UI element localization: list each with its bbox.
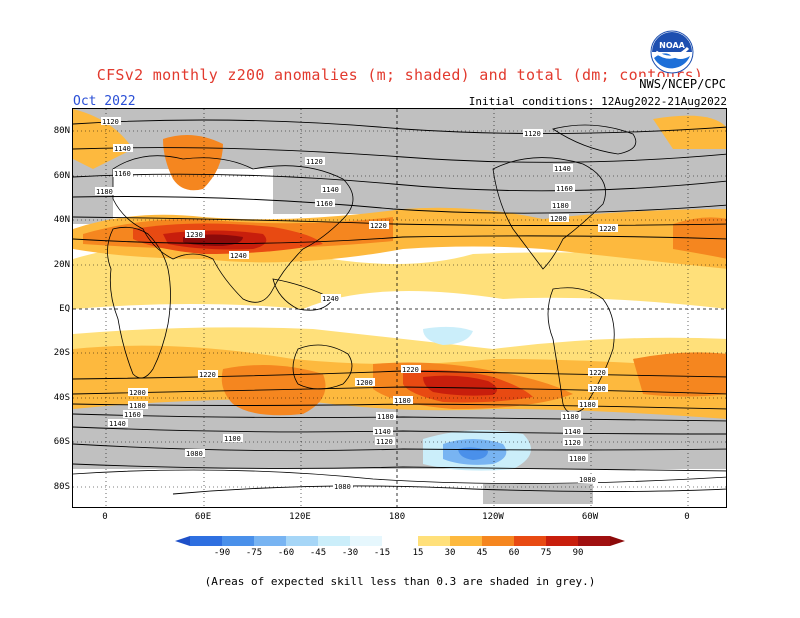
svg-text:1160: 1160	[316, 200, 333, 208]
svg-text:1160: 1160	[114, 170, 131, 178]
colorbar-tick: -60	[277, 548, 295, 558]
colorbar-tick: -75	[245, 548, 263, 558]
low-skill-region	[468, 139, 726, 219]
svg-text:1180: 1180	[377, 413, 394, 421]
lat-label: EQ	[59, 304, 70, 314]
svg-text:1220: 1220	[370, 222, 387, 230]
svg-text:1140: 1140	[564, 428, 581, 436]
svg-text:1180: 1180	[129, 402, 146, 410]
initial-conditions: Initial conditions: 12Aug2022-21Aug2022	[468, 95, 727, 108]
svg-text:1180: 1180	[394, 397, 411, 405]
low-skill-region	[483, 484, 593, 504]
anomaly-neg-15-30	[423, 326, 473, 345]
anomaly-45-60	[633, 352, 726, 397]
svg-text:1080: 1080	[334, 483, 351, 491]
colorbar-tick: 15	[412, 548, 424, 558]
svg-text:1140: 1140	[322, 186, 339, 194]
svg-text:1180: 1180	[96, 188, 113, 196]
colorbar-tick: 45	[476, 548, 488, 558]
svg-text:1240: 1240	[230, 252, 247, 260]
svg-text:1220: 1220	[599, 225, 616, 233]
svg-text:1080: 1080	[579, 476, 596, 484]
chart-title: CFSv2 monthly z200 anomalies (m; shaded)…	[96, 66, 704, 84]
svg-text:1230: 1230	[186, 231, 203, 239]
anomaly-neg-45-60	[458, 447, 488, 460]
svg-text:1120: 1120	[102, 118, 119, 126]
noaa-logo-icon: NOAA	[650, 30, 694, 74]
lon-label: 60E	[194, 512, 212, 522]
svg-text:1220: 1220	[199, 371, 216, 379]
skill-footnote: (Areas of expected skill less than 0.3 a…	[204, 575, 596, 588]
svg-text:1120: 1120	[376, 438, 393, 446]
lon-label: 120E	[289, 512, 311, 522]
lat-label: 20S	[53, 348, 70, 358]
low-skill-region	[273, 169, 473, 214]
svg-text:1140: 1140	[114, 145, 131, 153]
coastlines	[73, 124, 726, 484]
lat-label: 40N	[53, 215, 70, 225]
svg-text:1100: 1100	[569, 455, 586, 463]
colorbar-arrow-right	[610, 536, 625, 546]
svg-text:1200: 1200	[550, 215, 567, 223]
colorbar-tick: 30	[444, 548, 456, 558]
svg-text:1120: 1120	[524, 130, 541, 138]
anomaly-map: 1120 1140 1120 1120 1160 1180 1140 1160 …	[72, 108, 727, 508]
lat-label: 20N	[53, 260, 70, 270]
anomaly-75-90	[423, 375, 497, 396]
svg-text:1240: 1240	[322, 295, 339, 303]
colorbar-tick: 90	[572, 548, 584, 558]
logo-text: NOAA	[659, 41, 685, 50]
svg-text:1140: 1140	[374, 428, 391, 436]
svg-text:1140: 1140	[109, 420, 126, 428]
svg-text:1160: 1160	[556, 185, 573, 193]
lat-label: 80N	[53, 126, 70, 136]
lat-label: 40S	[53, 393, 70, 403]
colorbar	[175, 536, 625, 546]
equator-dateline	[73, 109, 726, 507]
svg-text:1120: 1120	[306, 158, 323, 166]
contour-labels: 1120 1140 1120 1120 1160 1180 1140 1160 …	[95, 117, 618, 491]
svg-text:1200: 1200	[589, 385, 606, 393]
anomaly-30-45	[653, 115, 726, 149]
colorbar-tick: -90	[213, 548, 231, 558]
lat-label: 60N	[53, 171, 70, 181]
svg-text:1180: 1180	[552, 202, 569, 210]
lon-label: 0	[684, 512, 690, 522]
colorbar-tick: -45	[309, 548, 327, 558]
lat-label: 60S	[53, 437, 70, 447]
svg-text:1080: 1080	[186, 450, 203, 458]
forecast-month: Oct 2022	[73, 94, 136, 109]
map-canvas: 1120 1140 1120 1120 1160 1180 1140 1160 …	[73, 109, 726, 507]
colorbar-tick: 75	[540, 548, 552, 558]
colorbar-arrow-left	[175, 536, 190, 546]
colorbar-tick: -30	[341, 548, 359, 558]
anomaly-45-60	[163, 135, 223, 191]
lon-label: 120W	[482, 512, 504, 522]
svg-text:1160: 1160	[124, 411, 141, 419]
colorbar-tick: -15	[373, 548, 391, 558]
anomaly-30-45	[73, 109, 133, 169]
svg-text:1220: 1220	[589, 369, 606, 377]
svg-text:1200: 1200	[356, 379, 373, 387]
lon-label: 60W	[581, 512, 599, 522]
svg-text:1140: 1140	[554, 165, 571, 173]
agency-label: NWS/NCEP/CPC	[637, 77, 728, 91]
lon-label: 180	[388, 512, 406, 522]
lon-label: 0	[102, 512, 108, 522]
svg-text:1200: 1200	[129, 389, 146, 397]
svg-text:1100: 1100	[224, 435, 241, 443]
svg-text:1220: 1220	[402, 366, 419, 374]
colorbar-tick: 60	[508, 548, 520, 558]
svg-text:1180: 1180	[579, 401, 596, 409]
svg-text:1120: 1120	[564, 439, 581, 447]
lat-label: 80S	[53, 482, 70, 492]
svg-text:1180: 1180	[562, 413, 579, 421]
